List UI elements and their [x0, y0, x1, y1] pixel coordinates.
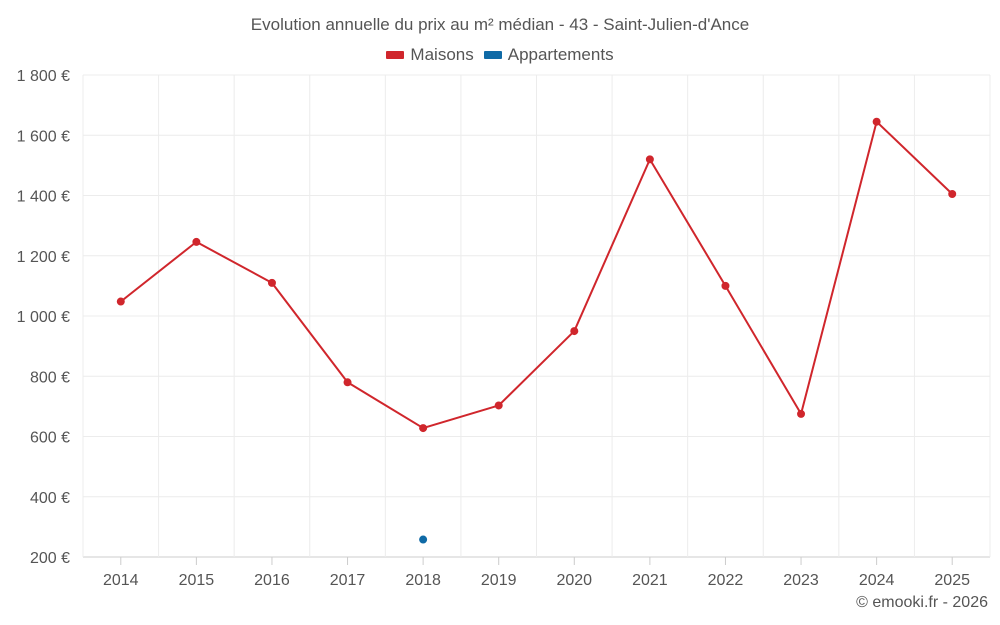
data-point-maisons [721, 281, 730, 290]
x-tick-label: 2021 [632, 572, 668, 589]
data-point-maisons [192, 237, 201, 246]
series-line-maisons [120, 120, 953, 430]
data-point-maisons [343, 378, 352, 387]
x-tick-label: 2025 [934, 572, 970, 589]
x-tick-label: 2024 [859, 572, 895, 589]
chart-title: Evolution annuelle du prix au m² médian … [250, 15, 750, 34]
data-point-maisons [797, 409, 806, 418]
x-tick-label: 2019 [481, 572, 517, 589]
y-tick-label: 800 € [30, 369, 70, 386]
legend-swatch-appartements [483, 51, 502, 59]
x-tick-label: 2014 [103, 572, 139, 589]
x-tick-label: 2020 [556, 572, 592, 589]
data-point-maisons [267, 278, 276, 287]
legend-label-appartements: Appartements [507, 45, 614, 64]
data-point-maisons [872, 117, 881, 126]
y-tick-label: 1 400 € [17, 189, 70, 206]
x-tick-label: 2017 [330, 572, 366, 589]
y-tick-label: 1 600 € [17, 128, 70, 145]
y-tick-label: 600 € [30, 430, 70, 447]
legend-label-maisons: Maisons [410, 45, 474, 64]
data-point-appartements [419, 535, 428, 544]
legend-item-maisons[interactable]: Maisons [386, 45, 474, 65]
data-point-maisons [570, 327, 579, 336]
data-point-maisons [116, 297, 125, 306]
legend-item-appartements[interactable]: Appartements [483, 45, 614, 65]
y-tick-label: 1 200 € [17, 249, 70, 266]
y-tick-label: 400 € [30, 490, 70, 507]
data-point-maisons [494, 401, 503, 410]
data-point-maisons [419, 424, 428, 433]
x-tick-label: 2018 [405, 572, 441, 589]
x-tick-label: 2023 [783, 572, 819, 589]
y-tick-label: 200 € [30, 550, 70, 567]
x-tick-label: 2015 [179, 572, 215, 589]
credit: © emooki.fr - 2026 [856, 594, 988, 611]
y-tick-label: 1 800 € [17, 68, 70, 85]
data-point-maisons [645, 155, 654, 164]
y-tick-label: 1 000 € [17, 309, 70, 326]
x-tick-label: 2016 [254, 572, 290, 589]
x-tick-label: 2022 [708, 572, 744, 589]
legend-swatch-maisons [386, 51, 405, 59]
legend: Maisons Appartements [0, 45, 1000, 65]
data-point-maisons [948, 189, 957, 198]
